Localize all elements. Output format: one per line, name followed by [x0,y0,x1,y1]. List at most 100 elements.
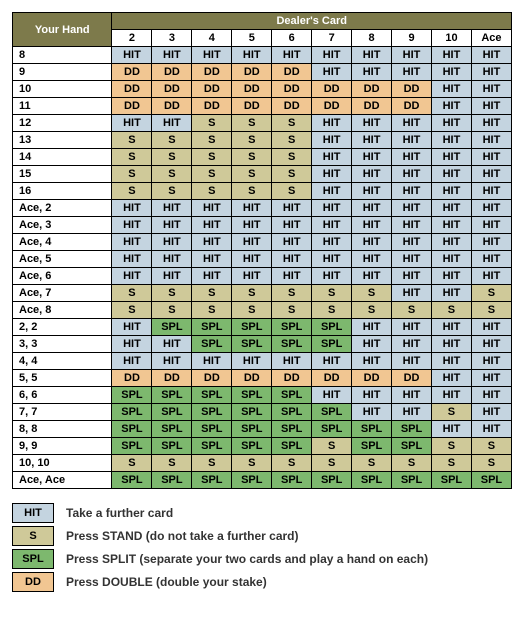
action-cell: HIT [392,166,432,183]
table-row: Ace, 3HITHITHITHITHITHITHITHITHITHIT [13,217,512,234]
action-cell: S [152,302,192,319]
table-row: 8, 8SPLSPLSPLSPLSPLSPLSPLSPLHITHIT [13,421,512,438]
row-header: 2, 2 [13,319,112,336]
legend-box: HIT [12,503,54,523]
action-cell: HIT [152,251,192,268]
action-cell: S [112,149,152,166]
action-cell: SPL [112,438,152,455]
action-cell: SPL [232,336,272,353]
action-cell: HIT [352,251,392,268]
action-cell: HIT [431,285,471,302]
action-cell: SPL [392,438,432,455]
col-header: 6 [272,30,312,47]
action-cell: HIT [312,47,352,64]
action-cell: HIT [352,132,392,149]
action-cell: SPL [312,336,352,353]
legend-row: SPLPress SPLIT (separate your two cards … [12,549,512,569]
row-header: 13 [13,132,112,149]
action-cell: HIT [352,64,392,81]
action-cell: HIT [352,183,392,200]
legend-text: Press SPLIT (separate your two cards and… [66,552,428,566]
action-cell: DD [152,98,192,115]
action-cell: S [471,285,511,302]
action-cell: HIT [471,234,511,251]
action-cell: DD [232,81,272,98]
legend-row: DDPress DOUBLE (double your stake) [12,572,512,592]
action-cell: HIT [112,47,152,64]
table-row: 13SSSSSHITHITHITHITHIT [13,132,512,149]
action-cell: HIT [152,47,192,64]
action-cell: HIT [431,200,471,217]
table-row: 12HITHITSSSHITHITHITHITHIT [13,115,512,132]
action-cell: HIT [352,200,392,217]
action-cell: SPL [312,319,352,336]
action-cell: SPL [192,404,232,421]
action-cell: HIT [352,217,392,234]
action-cell: HIT [471,64,511,81]
action-cell: DD [312,98,352,115]
action-cell: SPL [392,421,432,438]
action-cell: HIT [312,217,352,234]
action-cell: SPL [272,319,312,336]
table-row: Ace, 2HITHITHITHITHITHITHITHITHITHIT [13,200,512,217]
action-cell: HIT [112,268,152,285]
action-cell: HIT [312,353,352,370]
action-cell: HIT [431,217,471,234]
action-cell: HIT [112,251,152,268]
action-cell: S [112,285,152,302]
action-cell: DD [192,64,232,81]
action-cell: HIT [312,64,352,81]
action-cell: HIT [392,285,432,302]
row-header: Ace, 6 [13,268,112,285]
action-cell: S [352,285,392,302]
action-cell: SPL [312,472,352,489]
action-cell: S [431,404,471,421]
action-cell: S [471,438,511,455]
action-cell: SPL [192,472,232,489]
action-cell: S [272,183,312,200]
row-header: 5, 5 [13,370,112,387]
action-cell: HIT [431,234,471,251]
action-cell: SPL [112,387,152,404]
action-cell: HIT [392,268,432,285]
action-cell: SPL [152,319,192,336]
table-row: 14SSSSSHITHITHITHITHIT [13,149,512,166]
action-cell: HIT [232,251,272,268]
action-cell: SPL [192,336,232,353]
table-row: 8HITHITHITHITHITHITHITHITHITHIT [13,47,512,64]
action-cell: SPL [232,319,272,336]
action-cell: SPL [352,438,392,455]
action-cell: DD [232,370,272,387]
action-cell: HIT [431,370,471,387]
action-cell: SPL [192,438,232,455]
action-cell: HIT [112,217,152,234]
row-header: 6, 6 [13,387,112,404]
action-cell: SPL [152,404,192,421]
action-cell: HIT [112,115,152,132]
action-cell: SPL [232,472,272,489]
row-header: 10 [13,81,112,98]
action-cell: S [272,166,312,183]
action-cell: HIT [352,47,392,64]
action-cell: S [152,183,192,200]
action-cell: DD [112,98,152,115]
action-cell: HIT [471,370,511,387]
action-cell: HIT [352,149,392,166]
action-cell: S [232,149,272,166]
action-cell: HIT [431,64,471,81]
action-cell: HIT [272,353,312,370]
table-row: 9, 9SPLSPLSPLSPLSPLSSPLSPLSS [13,438,512,455]
row-header: 7, 7 [13,404,112,421]
action-cell: S [352,455,392,472]
action-cell: SPL [232,438,272,455]
table-row: Ace, 7SSSSSSSHITHITS [13,285,512,302]
action-cell: HIT [352,353,392,370]
action-cell: HIT [392,183,432,200]
action-cell: S [272,302,312,319]
action-cell: HIT [352,387,392,404]
action-cell: DD [272,370,312,387]
legend-text: Press DOUBLE (double your stake) [66,575,267,589]
table-row: Ace, 4HITHITHITHITHITHITHITHITHITHIT [13,234,512,251]
row-header: 3, 3 [13,336,112,353]
action-cell: HIT [152,200,192,217]
